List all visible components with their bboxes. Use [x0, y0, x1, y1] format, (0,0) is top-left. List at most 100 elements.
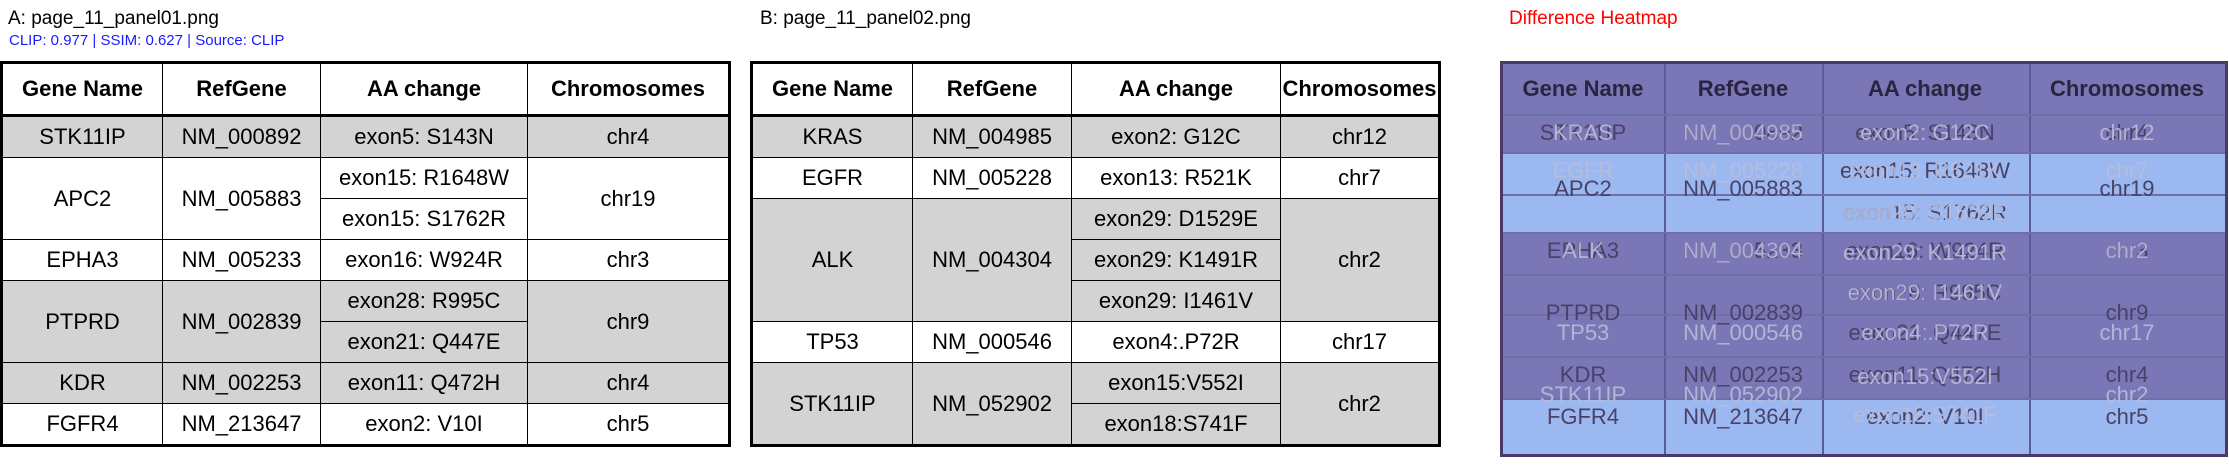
- aa-change-cell: exon4:.P72R: [1071, 321, 1281, 363]
- heatmap-row-line: [1503, 232, 2225, 234]
- table-row: ALK NM_004304 exon29: D1529E chr2: [751, 198, 1440, 322]
- heatmap-text: FGFR4: [1546, 404, 1620, 429]
- header-gene-name: Gene Name: [1, 62, 163, 117]
- aa-change-cell: exon18:S741F: [1071, 403, 1281, 446]
- aa-change-cell: exon13: R521K: [1071, 157, 1281, 199]
- gene-name-cell: PTPRD: [1, 280, 163, 363]
- gene-name-cell: TP53: [751, 321, 913, 363]
- heatmap-text: exon2: G12C: [1860, 120, 1990, 145]
- gene-table-a: Gene Name RefGene AA change Chromosomes …: [0, 61, 731, 447]
- aa-change-cell: exon15:V552I: [1071, 362, 1281, 404]
- chromosome-cell: chr12: [1280, 115, 1440, 158]
- gene-name-cell: FGFR4: [1, 403, 163, 446]
- heatmap-column-line: [2029, 64, 2031, 454]
- heatmap-text: AA change: [1867, 76, 1983, 101]
- heatmap-text: KDR: [1559, 362, 1607, 387]
- refgene-cell: NM_002839: [162, 280, 321, 363]
- refgene-cell: NM_004304: [912, 198, 1072, 322]
- heatmap-text: exon13: R521K: [1849, 158, 2001, 183]
- heatmap-text: exon18:S741F: [1853, 402, 1997, 427]
- heatmap-text: APC2: [1554, 176, 1612, 201]
- chromosome-cell: chr2: [1280, 362, 1440, 446]
- refgene-cell: NM_005233: [162, 239, 321, 281]
- heatmap-text: NM_005228: [1683, 158, 1803, 183]
- heatmap-text: TP53: [1556, 320, 1610, 345]
- refgene-cell: NM_000892: [162, 115, 321, 158]
- heatmap-text: ALK: [1562, 238, 1604, 263]
- heatmap-text: exon5: S143N: [1855, 120, 1995, 145]
- heatmap-text: exon29: K1491R: [1843, 240, 2007, 265]
- heatmap-text: chr3: [2105, 238, 2149, 263]
- heatmap-text: chr5: [2105, 404, 2149, 429]
- heatmap-text: Chromosomes: [2049, 76, 2205, 101]
- aa-change-cell: exon29: K1491R: [1071, 239, 1281, 281]
- table-row: STK11IP NM_000892 exon5: S143N chr4: [1, 115, 730, 158]
- heatmap-difference-band: [1503, 232, 2225, 274]
- refgene-cell: NM_002253: [162, 362, 321, 404]
- gene-name-cell: STK11IP: [751, 362, 913, 446]
- chromosome-cell: chr4: [527, 362, 730, 404]
- chromosome-cell: chr9: [527, 280, 730, 363]
- aa-change-cell: exon15: R1648W: [320, 157, 528, 199]
- header-chromosomes: Chromosomes: [527, 62, 730, 117]
- aa-change-cell: exon29: I1461V: [1071, 280, 1281, 322]
- table-row: STK11IP NM_052902 exon15:V552I chr2: [751, 362, 1440, 446]
- heatmap-text: exon15: R1648W: [1840, 158, 2010, 183]
- chromosome-cell: chr19: [527, 157, 730, 240]
- table-row: FGFR4 NM_213647 exon2: V10I chr5: [1, 403, 730, 446]
- refgene-cell: NM_005228: [912, 157, 1072, 199]
- gene-name-cell: KRAS: [751, 115, 913, 158]
- heatmap-text: NM_005883: [1683, 176, 1803, 201]
- heatmap-text: exon29: I1461V: [1847, 280, 2003, 305]
- chromosome-cell: chr4: [527, 115, 730, 158]
- gene-name-cell: ALK: [751, 198, 913, 322]
- heatmap-row-line: [1503, 152, 2225, 154]
- chromosome-cell: chr5: [527, 403, 730, 446]
- heatmap-text: NM_004304: [1683, 238, 1803, 263]
- heatmap-text: Gene Name: [1522, 76, 1644, 101]
- heatmap-column-line: [1822, 64, 1824, 454]
- table-row: EGFR NM_005228 exon13: R521K chr7: [751, 157, 1440, 199]
- heatmap-text: STK11IP: [1539, 120, 1627, 145]
- heatmap-text: NM_052902: [1683, 382, 1803, 407]
- chromosome-cell: chr3: [527, 239, 730, 281]
- heatmap-text: chr2: [2105, 238, 2149, 263]
- heatmap-text: NM_213647: [1683, 404, 1803, 429]
- table-row: KRAS NM_004985 exon2: G12C chr12: [751, 115, 1440, 158]
- heatmap-text: chr17: [2099, 320, 2155, 345]
- heatmap-text: chr4: [2105, 120, 2149, 145]
- heatmap-text: exon16: W924R: [1846, 238, 2004, 263]
- heatmap-text: chr2: [2105, 382, 2149, 407]
- heatmap-text: STK11IP: [1539, 382, 1627, 407]
- chromosome-cell: chr2: [1280, 198, 1440, 322]
- heatmap-text: NM_004985: [1683, 120, 1803, 145]
- heatmap-text: NM_005233: [1683, 238, 1803, 263]
- heatmap-text: EPHA3: [1546, 238, 1620, 263]
- panel-a-title: A: page_11_panel01.png: [8, 8, 219, 29]
- aa-change-cell: exon15: S1762R: [320, 198, 528, 240]
- table-row: PTPRD NM_002839 exon28: R995C chr9: [1, 280, 730, 363]
- heatmap-row-line: [1503, 194, 2225, 196]
- table-header-row: Gene Name RefGene AA change Chromosomes: [1, 62, 730, 117]
- aa-change-cell: exon29: D1529E: [1071, 198, 1281, 240]
- refgene-cell: NM_052902: [912, 362, 1072, 446]
- heatmap-difference-band: [1503, 64, 2225, 114]
- header-chromosomes: Chromosomes: [1280, 62, 1440, 117]
- heatmap-text: NM_000546: [1683, 320, 1803, 345]
- heatmap-row-line: [1503, 356, 2225, 358]
- table-row: exon29: I1461V: [752, 280, 1440, 322]
- aa-change-cell: exon21: Q447E: [320, 321, 528, 363]
- refgene-cell: NM_005883: [162, 157, 321, 240]
- aa-change-cell: exon2: G12C: [1071, 115, 1281, 158]
- gene-name-cell: EPHA3: [1, 239, 163, 281]
- table-row: KDR NM_002253 exon11: Q472H chr4: [1, 362, 730, 404]
- heatmap-text: exon4:.P72R: [1861, 320, 1989, 345]
- heatmap-text: exon2: V10I: [1866, 404, 1984, 429]
- heatmap-text: chr9: [2105, 300, 2149, 325]
- panel-b-title: B: page_11_panel02.png: [760, 8, 971, 29]
- table-row: TP53 NM_000546 exon4:.P72R chr17: [751, 321, 1440, 363]
- refgene-cell: NM_000546: [912, 321, 1072, 363]
- table-row: APC2 NM_005883 exon15: R1648W chr19: [1, 157, 730, 240]
- gene-name-cell: STK11IP: [1, 115, 163, 158]
- chromosome-cell: chr17: [1280, 321, 1440, 363]
